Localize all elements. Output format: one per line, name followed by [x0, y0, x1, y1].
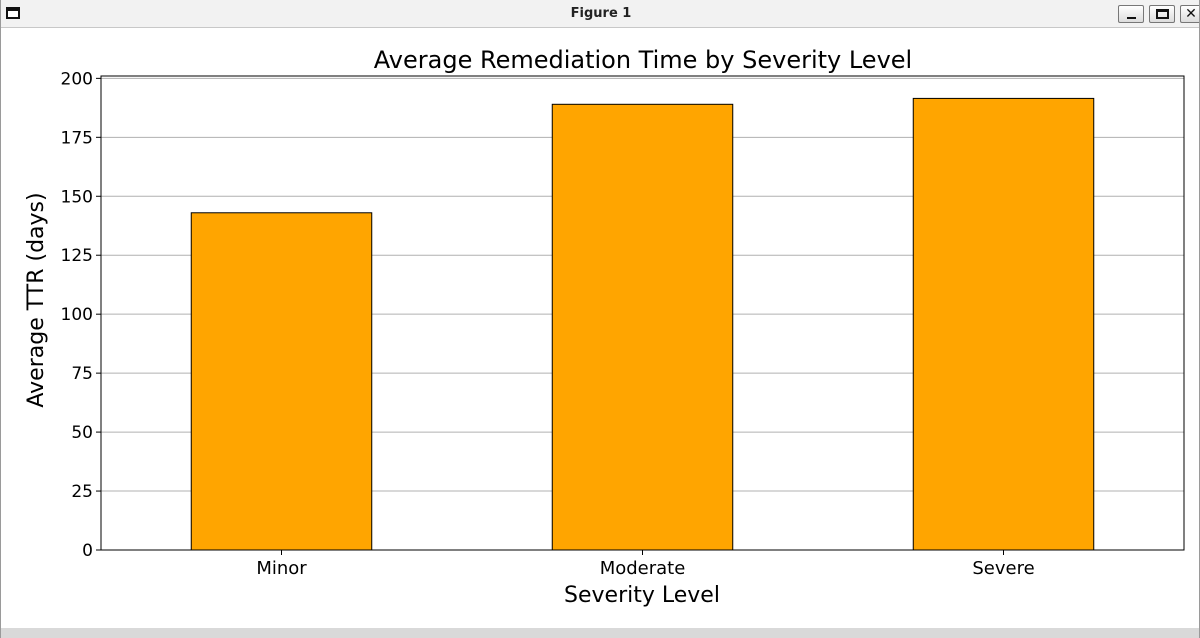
- window-app-icon: [6, 7, 20, 19]
- maximize-button[interactable]: [1149, 5, 1175, 23]
- y-tick-label: 50: [71, 423, 93, 443]
- bar-moderate: [551, 103, 734, 551]
- bars: [190, 97, 1095, 551]
- bar-minor: [190, 212, 373, 551]
- bar-severe: [912, 97, 1095, 551]
- close-icon: ✕: [1185, 6, 1197, 22]
- y-axis-label: Average TTR (days): [24, 192, 49, 407]
- maximize-icon: [1156, 9, 1169, 19]
- window-bottom-edge: [1, 628, 1199, 638]
- y-tick-label: 175: [61, 128, 93, 148]
- bar-chart: Average Remediation Time by Severity Lev…: [24, 46, 1185, 608]
- y-axis-ticks: 0 25 50 75 100 125 150 175 200: [61, 69, 101, 561]
- y-tick-label: 25: [71, 482, 93, 502]
- y-tick-label: 200: [61, 69, 93, 89]
- y-tick-label: 125: [61, 246, 93, 266]
- title-bar[interactable]: Figure 1 ✕: [1, 0, 1199, 28]
- y-tick-label: 100: [61, 305, 93, 325]
- x-tick-label: Moderate: [600, 558, 686, 579]
- x-tick-label: Minor: [256, 558, 307, 579]
- minimize-icon: [1127, 17, 1136, 19]
- x-axis-label: Severity Level: [564, 583, 720, 608]
- figure-canvas: Average Remediation Time by Severity Lev…: [6, 29, 1199, 628]
- minimize-button[interactable]: [1118, 5, 1144, 23]
- x-tick-label: Severe: [972, 558, 1034, 579]
- window-title: Figure 1: [570, 6, 632, 21]
- close-button[interactable]: ✕: [1180, 5, 1199, 23]
- y-tick-label: 150: [61, 187, 93, 207]
- x-axis-ticks: Minor Moderate Severe: [256, 550, 1035, 579]
- chart-title: Average Remediation Time by Severity Lev…: [374, 46, 912, 74]
- y-tick-label: 0: [82, 541, 93, 561]
- y-tick-label: 75: [71, 364, 93, 384]
